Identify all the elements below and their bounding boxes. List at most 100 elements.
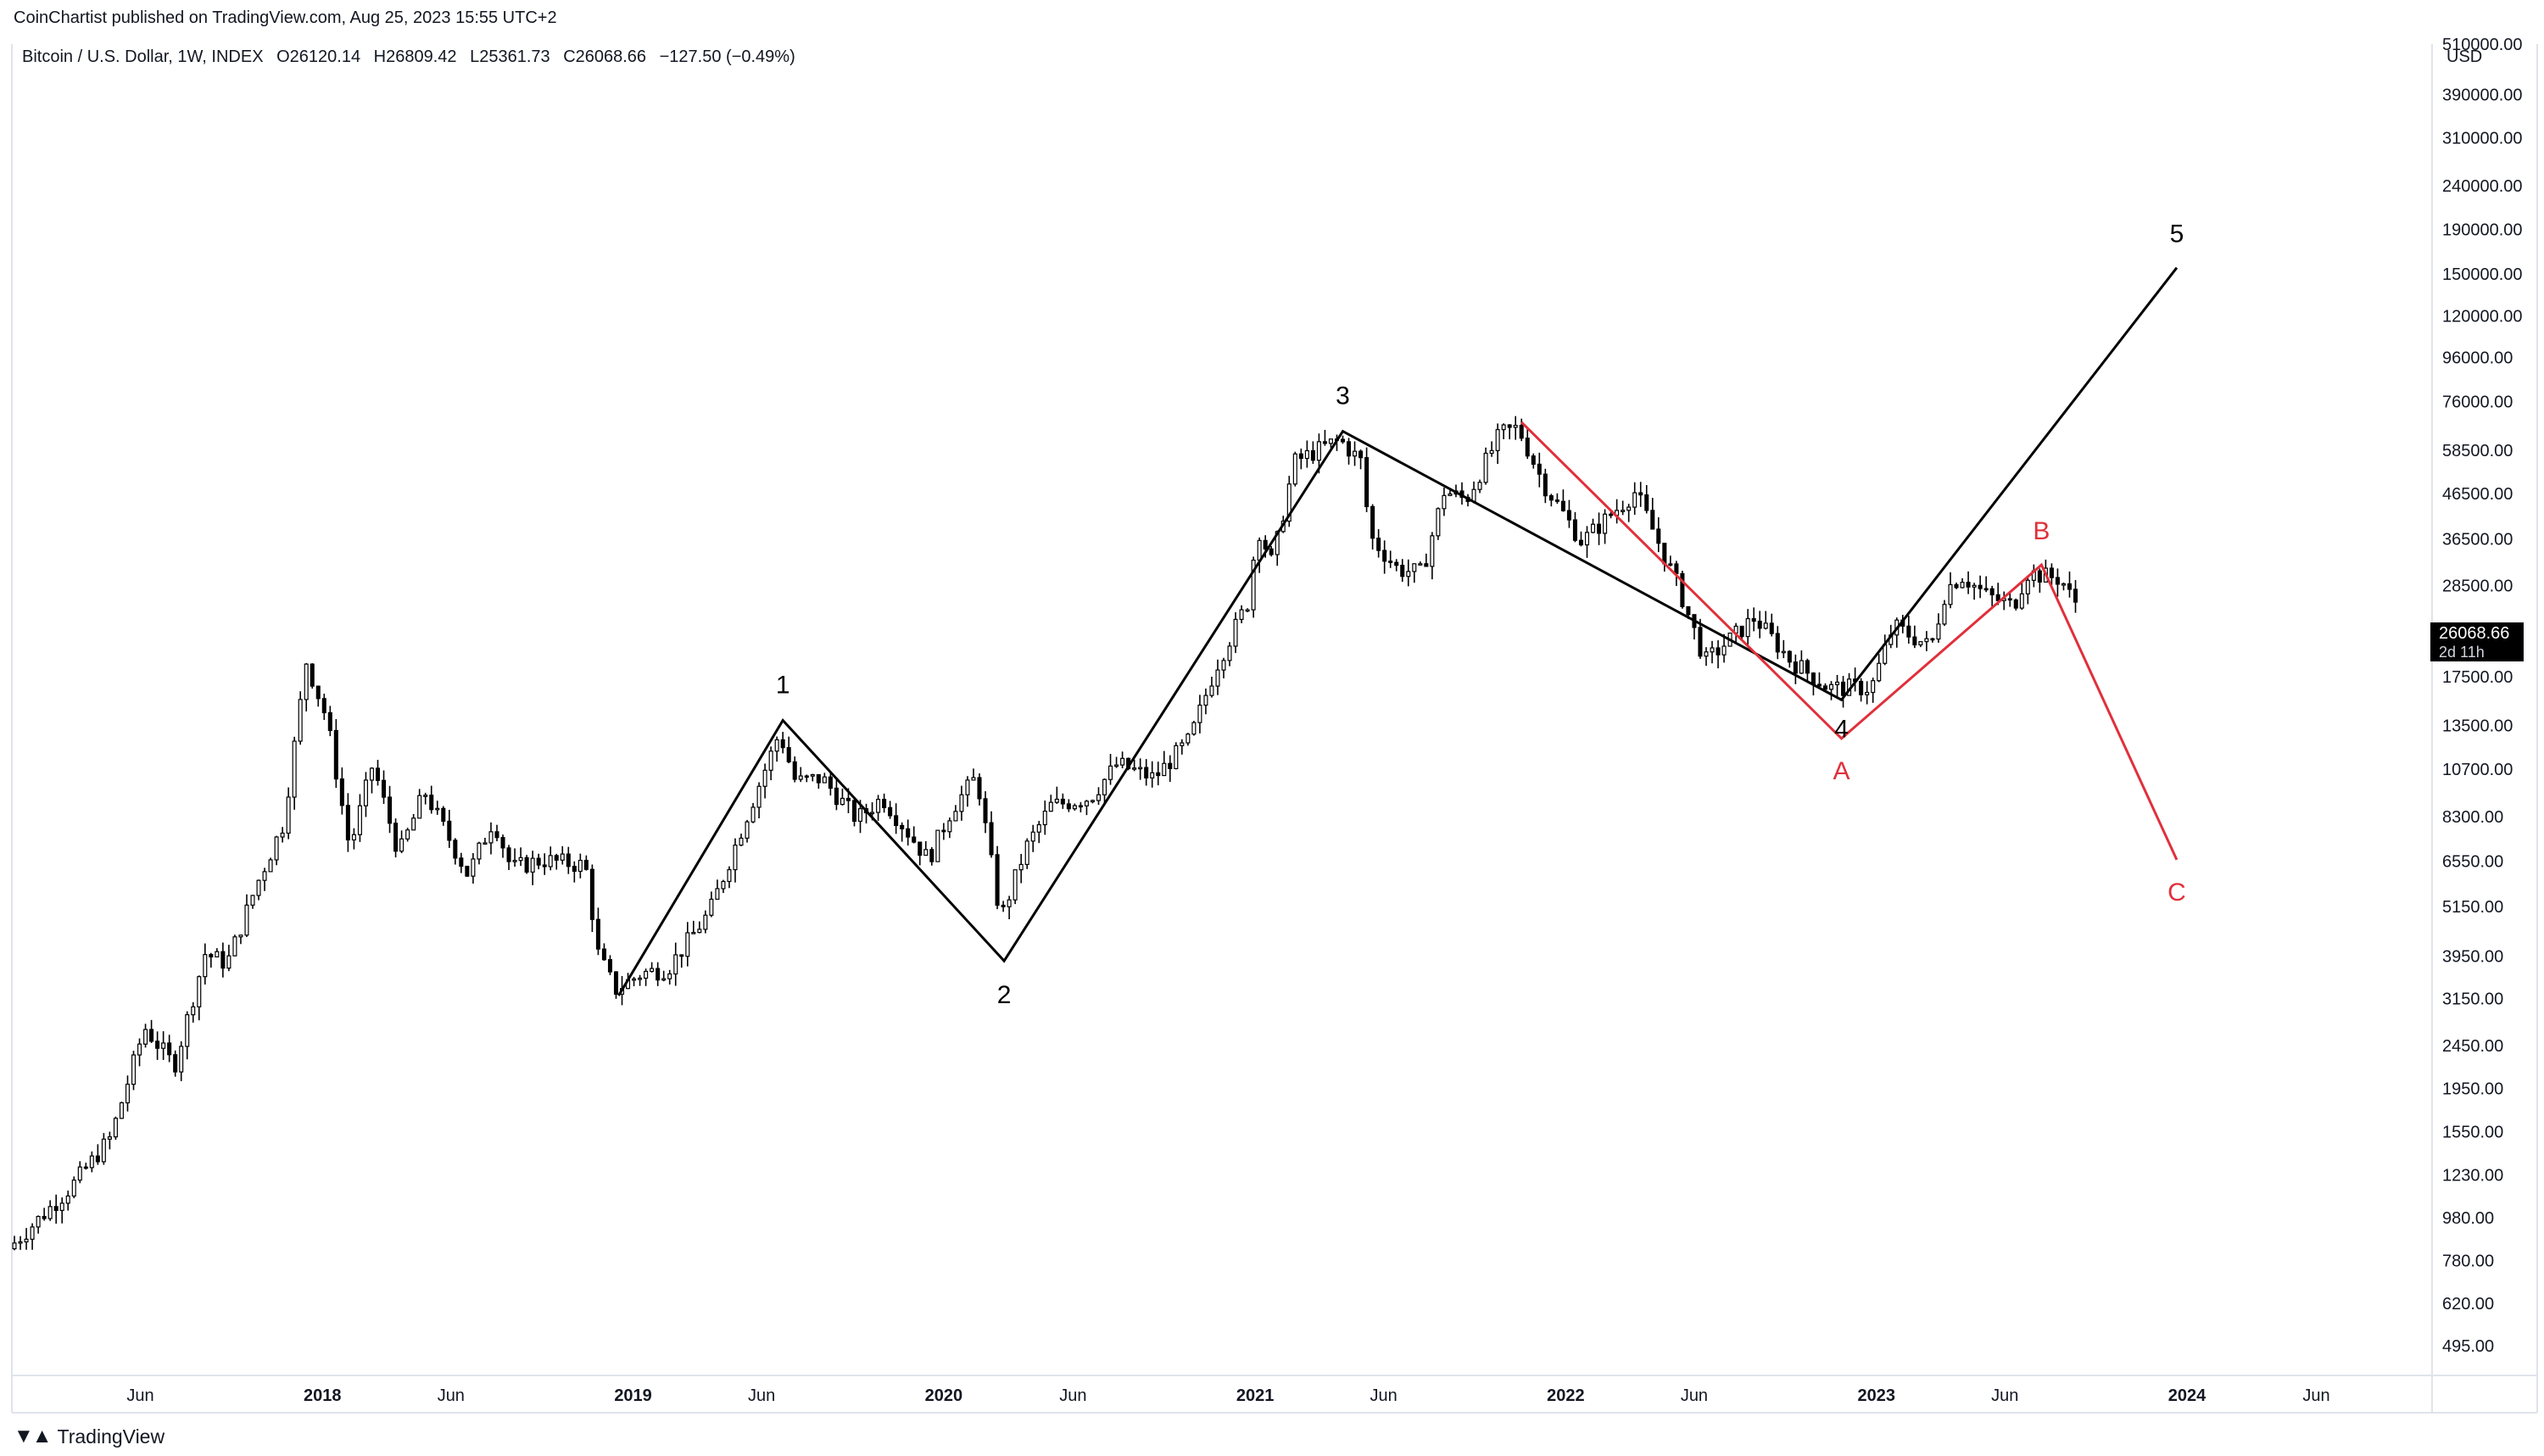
price-axis-label: 1550.00 — [2442, 1123, 2503, 1141]
candle-body — [2037, 570, 2042, 583]
candle-body — [560, 853, 565, 861]
tradingview-logo[interactable]: ▼▲ TradingView — [14, 1425, 165, 1448]
candle-body — [1704, 651, 1709, 657]
candle-body — [816, 773, 821, 784]
candle-body — [185, 1014, 190, 1047]
candle-body — [1257, 539, 1262, 561]
candle-body — [1668, 563, 1673, 566]
candle-body — [1644, 494, 1649, 511]
candle-body — [834, 787, 839, 806]
candle-body — [548, 855, 553, 867]
price-axis-label: 5150.00 — [2442, 898, 2503, 917]
candle-body — [512, 860, 517, 862]
candle-body — [167, 1042, 172, 1056]
impulse-wave-path[interactable] — [617, 266, 2179, 996]
open-value: O26120.14 — [276, 47, 361, 66]
candle-body — [595, 918, 600, 950]
candle-body — [1090, 800, 1095, 803]
price-axis[interactable]: 510000.00 390000.00 310000.00 240000.00 1900… — [2442, 36, 2523, 1356]
symbol-name[interactable]: Bitcoin / U.S. Dollar, 1W, INDEX — [22, 47, 264, 66]
candle-body — [691, 932, 696, 934]
candle-body — [1828, 683, 1834, 690]
candle-body — [1233, 618, 1238, 647]
candle-body — [1436, 508, 1441, 537]
candle-body — [1841, 681, 1846, 696]
candle-body — [1822, 685, 1828, 690]
candle-body — [822, 776, 827, 784]
candle-body — [983, 798, 988, 823]
price-axis-label: 1230.00 — [2442, 1167, 2503, 1185]
candle-body — [2067, 583, 2073, 590]
candle-body — [845, 797, 851, 801]
candle-body — [1078, 805, 1083, 808]
candle-body — [351, 834, 356, 841]
candle-body — [1716, 647, 1721, 655]
correction-wave-label: A — [1833, 757, 1850, 785]
candle-body — [1376, 538, 1381, 551]
price-axis-label: 96000.00 — [2442, 349, 2513, 368]
candle-body — [382, 779, 387, 798]
candle-body — [155, 1040, 160, 1049]
candle-body — [780, 739, 785, 749]
time-axis[interactable]: Jun 2018 Jun 2019 Jun 2020 Jun 2021 Jun 2022 Jun 20… — [126, 1386, 2329, 1405]
candle-body — [2007, 598, 2012, 601]
candle-body — [1400, 565, 1405, 577]
candle-body — [232, 936, 237, 957]
price-axis-label: 3950.00 — [2442, 947, 2503, 966]
candle-body — [1030, 831, 1035, 842]
currency-label[interactable]: USD — [2446, 47, 2483, 66]
candle-body — [1995, 594, 2000, 601]
candle-body — [471, 858, 476, 877]
candle-body — [1322, 441, 1327, 444]
candle-body — [453, 840, 458, 859]
candle-body — [179, 1046, 184, 1073]
candle-body — [238, 934, 243, 938]
candle-body — [1138, 767, 1143, 770]
last-price-value: 26068.66 — [2439, 624, 2510, 643]
candle-body — [1007, 899, 1012, 907]
candle-body — [18, 1241, 23, 1244]
candle-body — [417, 795, 422, 819]
candle-body — [810, 773, 815, 777]
candle-body — [483, 842, 488, 845]
candle-body — [1531, 455, 1536, 466]
price-axis-label: 6550.00 — [2442, 853, 2503, 872]
candle-body — [715, 888, 720, 901]
time-axis-label: Jun — [126, 1386, 153, 1405]
candle-body — [989, 822, 994, 856]
candle-body — [1793, 661, 1798, 674]
price-axis-label: 46500.00 — [2442, 485, 2513, 504]
candle-body — [1603, 513, 1608, 534]
candle-body — [357, 805, 362, 835]
price-axis-label: 310000.00 — [2442, 129, 2523, 148]
candle-body — [607, 959, 613, 973]
candle-body — [1197, 704, 1202, 723]
candle-body — [459, 857, 464, 867]
price-axis-label: 2450.00 — [2442, 1037, 2503, 1056]
correction-wave-path[interactable] — [1520, 421, 2179, 861]
candle-body — [125, 1084, 131, 1104]
impulse-wave-label: 5 — [2170, 220, 2184, 248]
candle-body — [363, 779, 368, 806]
candle-body — [828, 776, 833, 789]
candle-body — [1775, 633, 1780, 653]
candle-body — [1239, 609, 1244, 621]
candle-body — [1751, 617, 1756, 622]
candle-body — [786, 747, 791, 763]
candle-body — [250, 895, 255, 906]
time-axis-label: Jun — [438, 1386, 465, 1405]
candle-body — [494, 831, 499, 839]
candle-body — [1150, 772, 1155, 778]
candle-body — [1269, 548, 1274, 555]
candle-body — [1912, 636, 1917, 646]
candle-body — [1763, 622, 1768, 629]
candle-body — [1310, 449, 1315, 461]
candle-body — [1906, 625, 1911, 638]
candle-body — [1572, 519, 1577, 541]
price-axis-label: 17500.00 — [2442, 668, 2513, 687]
symbol-legend: Bitcoin / U.S. Dollar, 1W, INDEX O26120.… — [22, 47, 804, 67]
candle-body — [65, 1195, 70, 1204]
candle-body — [1471, 488, 1476, 502]
candle-body — [2019, 593, 2024, 609]
